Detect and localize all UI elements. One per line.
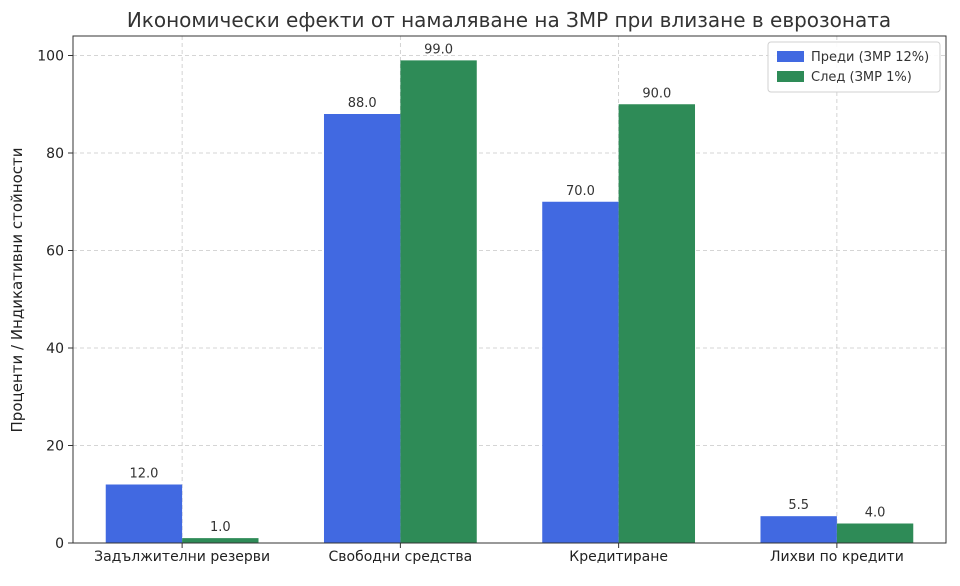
bar-series-1 [618,104,696,543]
x-tick-label: Задължителни резерви [94,549,270,565]
bar-series-1 [400,60,477,543]
legend-label: Преди (ЗМР 12%) [811,50,929,65]
plot-frame [72,35,947,544]
x-tick-label: Свободни средства [329,549,473,565]
bar-series-1 [836,523,914,543]
y-tick-label: 80 [46,146,64,162]
bar-value-label: 99.0 [424,42,453,57]
y-tick-label: 40 [46,341,64,357]
bar-value-label: 4.0 [865,506,886,521]
bar-value-label: 12.0 [129,467,158,482]
grid-lines [73,36,946,544]
bar-value-label: 90.0 [642,86,671,101]
y-tick-label: 100 [37,49,64,65]
y-tick-label: 0 [55,536,64,552]
axes: 0 20 40 60 80 100 Задължителни резерви Свободни… [37,35,947,565]
bar-series-0 [760,516,837,543]
legend-swatch [777,71,804,82]
y-axis-label: Проценти / Индикативни стойности [8,148,26,433]
y-tick-label: 60 [46,244,64,260]
bar-series-0 [323,114,401,543]
bar-value-label: 70.0 [566,184,595,199]
x-tick-label: Лихви по кредити [770,549,904,565]
bar-series-1 [182,538,259,543]
bar-value-labels: 12.0 88.0 70.0 5.5 1.0 99.0 90.0 4.0 [129,42,885,535]
legend-swatch [777,51,804,62]
bar-value-label: 1.0 [210,520,231,535]
bar-series-0 [542,201,619,543]
bar-value-label: 88.0 [348,96,377,111]
chart-title: Икономически ефекти от намаляване на ЗМР… [127,8,891,32]
legend-label: След (ЗМР 1%) [811,70,912,85]
bar-series-0 [105,484,183,543]
bar-value-label: 5.5 [788,498,809,513]
y-tick-label: 20 [46,439,64,455]
legend-box [767,41,941,93]
bars [105,60,914,543]
x-tick-label: Кредитиране [569,549,668,565]
legend: Преди (ЗМР 12%) След (ЗМР 1%) [767,41,941,93]
